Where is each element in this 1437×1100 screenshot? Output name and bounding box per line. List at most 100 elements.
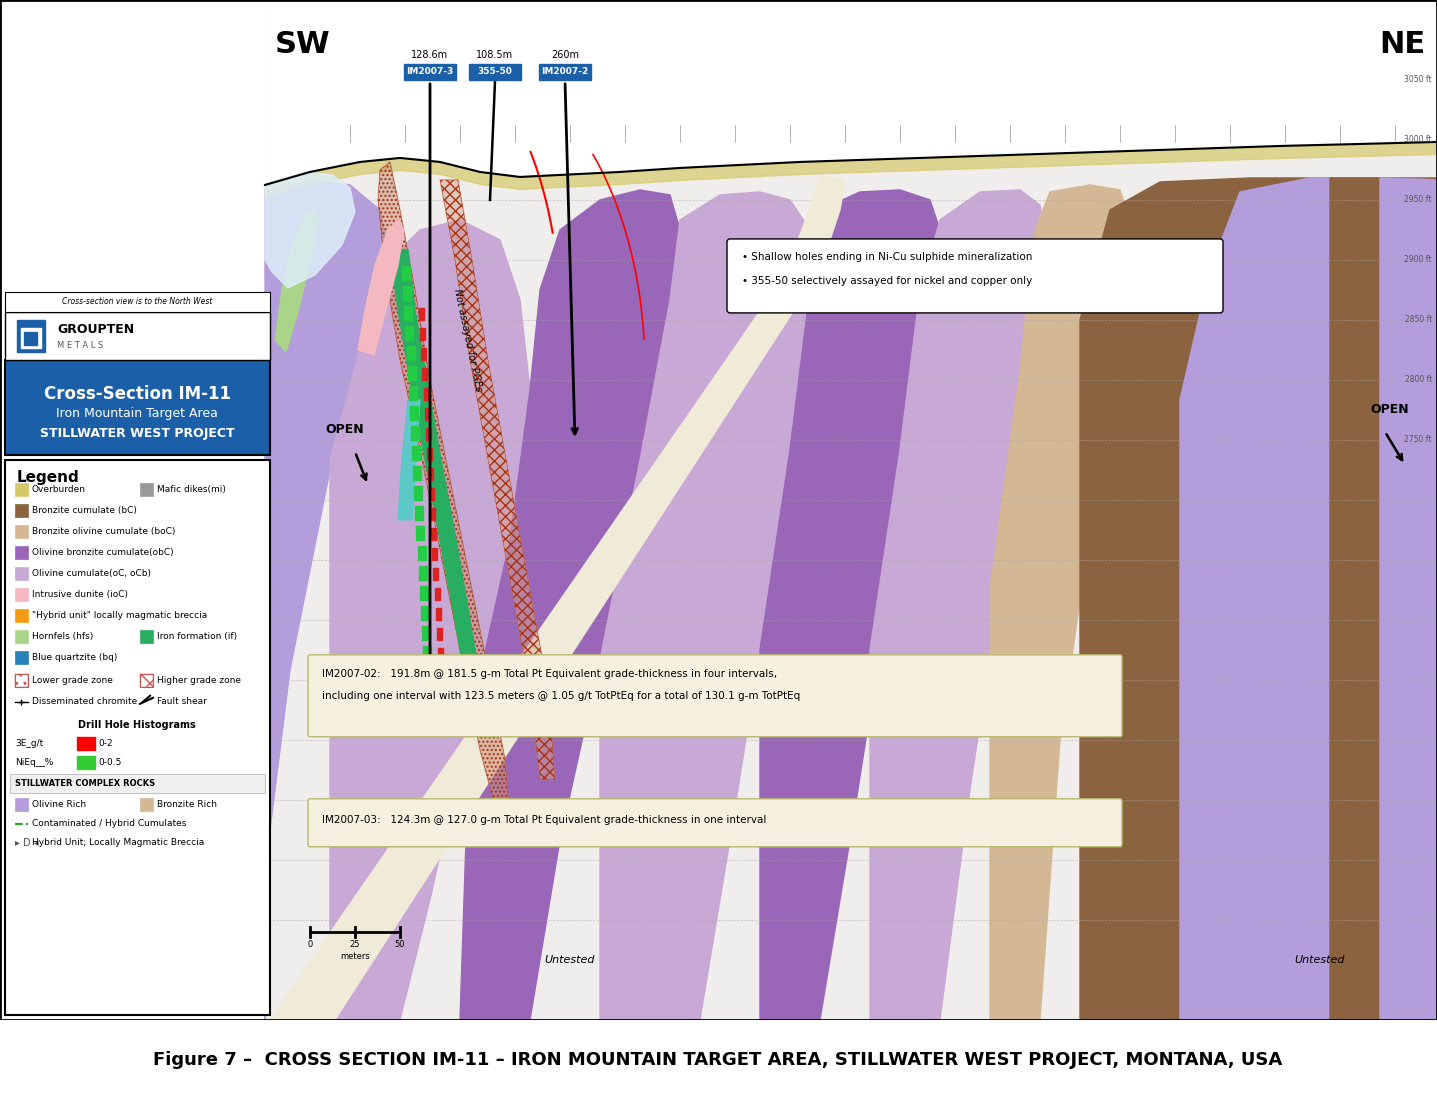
Text: 2950 ft: 2950 ft [1404,196,1433,205]
Polygon shape [990,185,1129,1020]
Text: SW: SW [274,30,331,59]
Text: meters: meters [341,952,369,960]
Text: Higher grade zone: Higher grade zone [157,676,241,685]
Bar [264,0,1437,1020]
Polygon shape [1180,178,1437,1020]
Bar [139,674,152,686]
Text: Bronzite Rich: Bronzite Rich [157,801,217,810]
Text: Mafic dikes(mi): Mafic dikes(mi) [157,485,226,494]
Polygon shape [440,180,555,780]
Polygon shape [1331,178,1437,1020]
Polygon shape [264,0,1437,185]
Text: Iron Mountain Target Area: Iron Mountain Target Area [56,407,218,420]
Text: 2750 ft: 2750 ft [1404,436,1433,444]
Bar [418,565,427,580]
Bar [468,64,522,80]
Text: Untested: Untested [545,955,595,965]
Text: NE: NE [1380,30,1426,59]
Bar [14,525,27,538]
Text: Not assayed for PGEs: Not assayed for PGEs [453,287,484,393]
Text: Contaminated / Hybrid Cumulates: Contaminated / Hybrid Cumulates [32,820,187,828]
Bar [22,328,42,348]
Polygon shape [1081,178,1437,1020]
Polygon shape [460,190,680,1020]
Polygon shape [1380,178,1437,1020]
Text: Overburden: Overburden [32,485,86,494]
Bar [424,408,430,420]
Text: Olivine bronzite cumulate(obC): Olivine bronzite cumulate(obC) [32,548,174,558]
Text: "Hybrid unit" locally magmatic breccia: "Hybrid unit" locally magmatic breccia [32,612,207,620]
Polygon shape [389,250,480,680]
Text: Legend: Legend [17,470,79,485]
Polygon shape [264,172,355,288]
Bar [421,606,428,619]
Bar [408,386,417,400]
Bar [438,648,443,660]
Bar [434,568,438,580]
Text: Cross-Section IM-11: Cross-Section IM-11 [43,385,230,403]
Bar [14,587,27,601]
Bar [78,756,95,769]
Text: Intrusive dunite (ioC): Intrusive dunite (ioC) [32,591,128,600]
Bar [14,546,27,559]
Text: 25: 25 [349,939,361,948]
Text: 3E_g/t: 3E_g/t [14,739,43,748]
Bar [405,326,414,340]
Bar [407,345,414,360]
Text: Untested: Untested [1295,955,1345,965]
Bar [411,426,420,440]
Text: IM2007-03:   124.3m @ 127.0 g-m Total Pt Equivalent grade-thickness in one inter: IM2007-03: 124.3m @ 127.0 g-m Total Pt E… [322,815,766,825]
Text: Disseminated chromite: Disseminated chromite [32,697,138,706]
Bar [422,367,427,380]
Bar [14,674,27,686]
Text: 3000 ft: 3000 ft [1404,135,1433,144]
Bar [420,586,428,600]
Text: M E T A L S: M E T A L S [57,341,103,351]
Bar [435,608,441,619]
Bar [415,506,424,520]
Text: ▸ D ◂: ▸ D ◂ [14,838,39,848]
Text: 128.6m: 128.6m [411,50,448,60]
Bar [422,646,431,660]
Text: STILLWATER COMPLEX ROCKS: STILLWATER COMPLEX ROCKS [14,779,155,789]
Bar [24,332,37,345]
Polygon shape [378,162,510,825]
Bar [139,630,152,642]
Bar [430,488,434,499]
Text: Blue quartzite (bq): Blue quartzite (bq) [32,653,118,662]
Text: 3050 ft: 3050 ft [1404,76,1433,85]
Bar [417,526,424,540]
Text: NiEq__%: NiEq__% [14,758,53,768]
Text: IM2007-2: IM2007-2 [542,67,589,77]
Polygon shape [760,190,940,1020]
Bar [428,468,433,480]
Bar [4,292,270,312]
Text: IM2007-02:   191.8m @ 181.5 g-m Total Pt Equivalent grade-thickness in four inte: IM2007-02: 191.8m @ 181.5 g-m Total Pt E… [322,669,777,679]
Text: • Shallow holes ending in Ni-Cu sulphide mineralization: • Shallow holes ending in Ni-Cu sulphide… [741,252,1032,262]
FancyBboxPatch shape [308,799,1122,847]
Bar [139,483,152,496]
Bar [437,628,441,640]
Bar [4,460,270,1014]
Text: OPEN: OPEN [1369,404,1408,417]
Bar [404,64,456,80]
Text: Cross-section view is to the North West: Cross-section view is to the North West [62,297,213,307]
Polygon shape [270,175,845,1020]
Text: Olivine Rich: Olivine Rich [32,801,86,810]
Bar [17,320,45,352]
Polygon shape [274,210,318,352]
Bar [412,446,420,460]
Bar [420,308,424,320]
Bar [139,798,152,811]
Bar [14,608,27,622]
Text: 260m: 260m [550,50,579,60]
Text: Fault shear: Fault shear [157,697,207,706]
Bar [422,626,430,640]
Text: 50: 50 [395,939,405,948]
Bar [78,737,95,750]
Bar [420,328,425,340]
Bar [433,548,437,560]
Text: 108.5m: 108.5m [477,50,513,60]
Text: including one interval with 123.5 meters @ 1.05 g/t TotPtEq for a total of 130.1: including one interval with 123.5 meters… [322,691,800,701]
Text: IM2007-3: IM2007-3 [407,67,454,77]
